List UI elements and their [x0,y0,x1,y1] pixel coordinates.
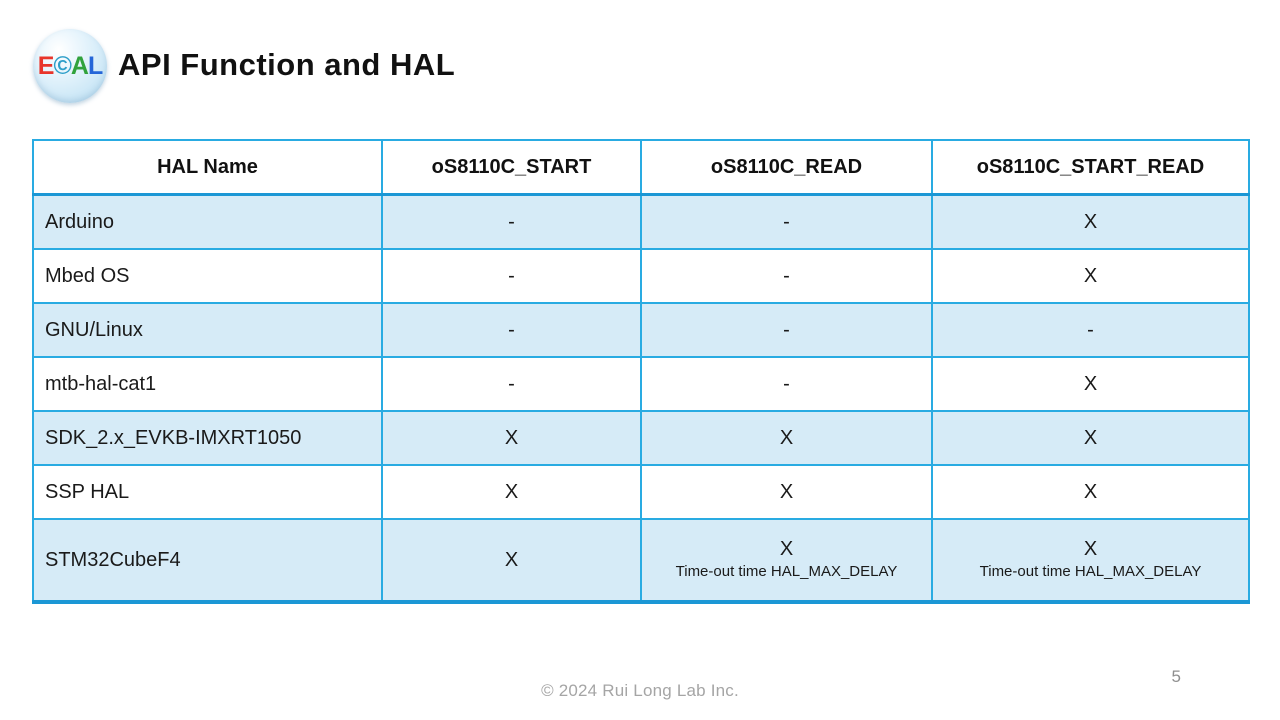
start-read-cell: X [931,356,1250,412]
logo-letter: L [87,51,103,80]
hal-name-cell: Arduino [32,193,383,250]
ecal-logo-icon: E © A L [33,29,107,103]
start-cell: X [381,518,642,604]
cell-note: Time-out time HAL_MAX_DELAY [675,562,898,580]
table-row: STM32CubeF4 X X Time-out time HAL_MAX_DE… [32,518,1250,604]
column-header-hal-name: HAL Name [32,139,383,196]
start-cell: - [381,248,642,304]
hal-name-cell: mtb-hal-cat1 [32,356,383,412]
logo-letter: A [70,51,89,80]
table-row: Mbed OS - - X [32,248,1250,304]
hal-name-cell: SSP HAL [32,464,383,520]
table-row: mtb-hal-cat1 - - X [32,356,1250,412]
start-read-cell: X [931,410,1250,466]
read-cell: - [640,193,933,250]
read-cell: X [640,410,933,466]
cell-value: X [1083,537,1098,560]
table-row: GNU/Linux - - - [32,302,1250,358]
start-read-cell: X [931,248,1250,304]
hal-name-cell: SDK_2.x_EVKB-IMXRT1050 [32,410,383,466]
table-row: SDK_2.x_EVKB-IMXRT1050 X X X [32,410,1250,466]
page-title: API Function and HAL [118,47,456,82]
hal-name-cell: STM32CubeF4 [32,518,383,604]
start-read-cell: X [931,464,1250,520]
logo-letter: E [37,51,55,80]
start-read-cell: - [931,302,1250,358]
start-cell: X [381,464,642,520]
hal-name-cell: Mbed OS [32,248,383,304]
column-header-start-read: oS8110C_START_READ [931,139,1250,196]
read-cell: X [640,464,933,520]
start-read-cell: X [931,193,1250,250]
hal-compatibility-table: HAL Name oS8110C_START oS8110C_READ oS81… [32,139,1250,604]
column-header-read: oS8110C_READ [640,139,933,196]
column-header-start: oS8110C_START [381,139,642,196]
read-cell: - [640,356,933,412]
start-cell: - [381,193,642,250]
read-cell: - [640,302,933,358]
table-row: Arduino - - X [32,193,1250,250]
cell-value: X [779,537,794,560]
read-cell: X Time-out time HAL_MAX_DELAY [640,518,933,604]
start-cell: - [381,356,642,412]
hal-name-cell: GNU/Linux [32,302,383,358]
start-cell: X [381,410,642,466]
start-read-cell: X Time-out time HAL_MAX_DELAY [931,518,1250,604]
start-cell: - [381,302,642,358]
table-row: SSP HAL X X X [32,464,1250,520]
page-number: 5 [1171,667,1181,686]
table-header-row: HAL Name oS8110C_START oS8110C_READ oS81… [32,139,1250,196]
logo-letter: © [53,51,71,80]
read-cell: - [640,248,933,304]
cell-note: Time-out time HAL_MAX_DELAY [979,562,1202,580]
copyright-text: © 2024 Rui Long Lab Inc. [541,681,739,700]
